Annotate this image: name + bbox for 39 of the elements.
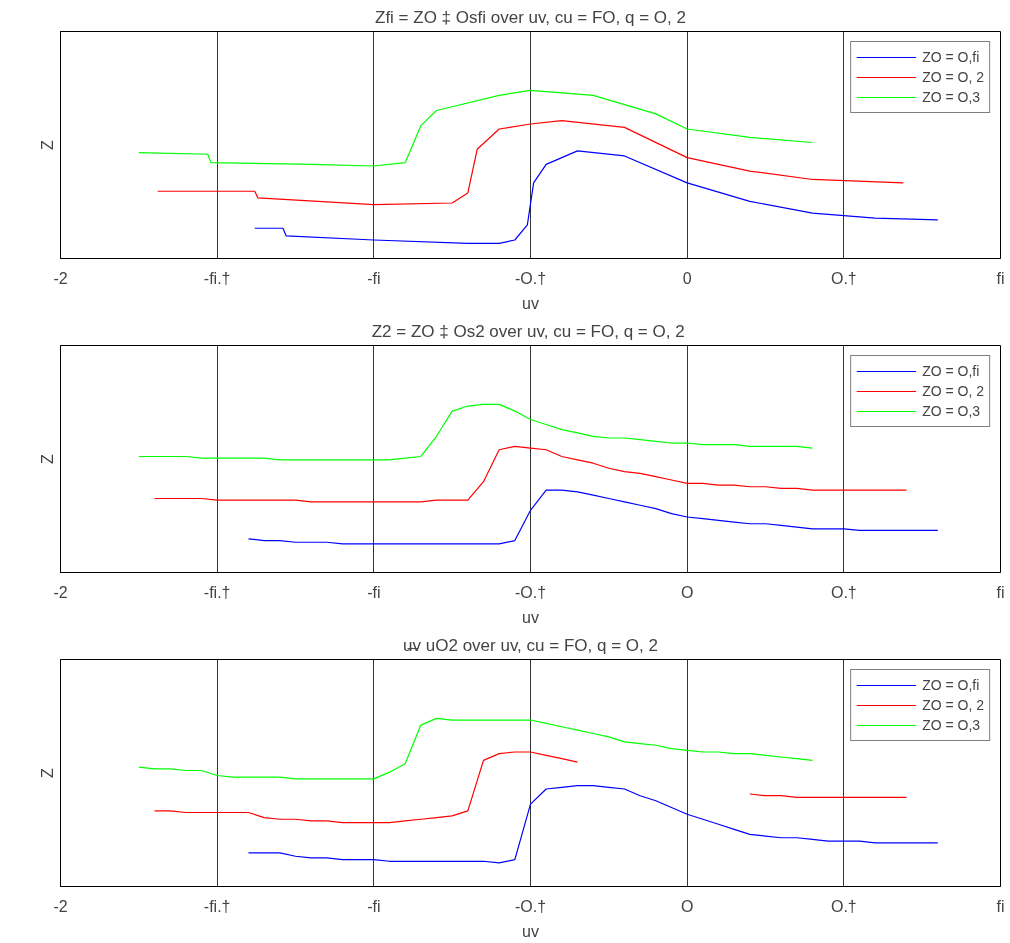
legend-label: ZO = O, 2: [922, 383, 984, 399]
x-tick-label: -fi: [367, 897, 381, 915]
legend-label: ZO = O, 2: [922, 697, 984, 713]
x-tick-label: O.†: [830, 583, 857, 601]
x-axis-title: uv: [522, 922, 539, 940]
legend-label: ZO = O,fi: [922, 49, 980, 65]
y-axis-title: Z: [38, 139, 56, 150]
chart-title: Zfi = ZO ‡ Osfi over uv, cu = FO, q = O, 2: [375, 7, 686, 27]
legend-label: ZO = O,fi: [922, 363, 980, 379]
x-tick-label: -O.†: [514, 897, 547, 915]
chart-title: Z2 = ZO ‡ Os2 over uv, cu = FO, q = O, 2: [371, 321, 685, 341]
x-tick-label: -fi.†: [203, 897, 231, 915]
chart-title: u̶v uO2 over uv, cu = FO, q = O, 2: [403, 635, 658, 655]
y-axis-title: Z: [38, 453, 56, 464]
x-tick-label: O: [680, 583, 694, 601]
x-tick-label: fi: [996, 269, 1005, 287]
legend-label: ZO = O,3: [922, 89, 981, 105]
x-tick-label: -fi.†: [203, 583, 231, 601]
x-tick-label: -O.†: [514, 269, 547, 287]
x-tick-label: O.†: [830, 897, 857, 915]
x-tick-label: -2: [53, 583, 68, 601]
y-axis-title: Z: [38, 767, 56, 778]
x-tick-label: -2: [53, 269, 68, 287]
x-tick-label: fi: [996, 897, 1005, 915]
x-tick-label: -2: [53, 897, 68, 915]
x-tick-label: 0: [682, 269, 692, 287]
legend-label: ZO = O,fi: [922, 677, 980, 693]
legend-label: ZO = O, 2: [922, 69, 984, 85]
x-axis-title: uv: [522, 608, 539, 626]
x-axis-title: uv: [522, 294, 539, 312]
x-tick-label: O.†: [830, 269, 857, 287]
x-tick-label: -fi: [367, 583, 381, 601]
x-tick-label: -fi: [367, 269, 381, 287]
x-tick-label: -O.†: [514, 583, 547, 601]
legend-label: ZO = O,3: [922, 717, 981, 733]
legend-label: ZO = O,3: [922, 403, 981, 419]
x-tick-label: fi: [996, 583, 1005, 601]
x-tick-label: -fi.†: [203, 269, 231, 287]
x-tick-label: O: [680, 897, 694, 915]
